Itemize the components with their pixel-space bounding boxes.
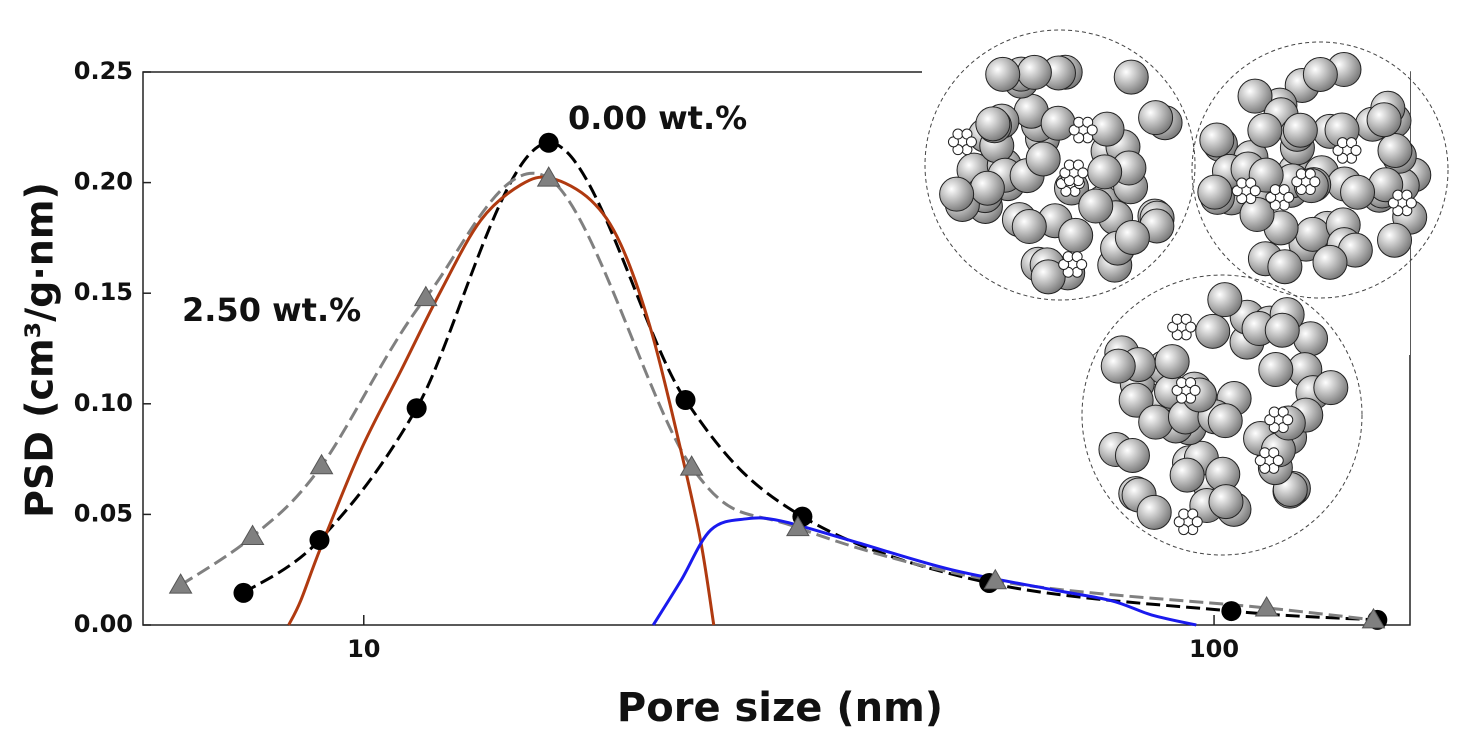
particle (1137, 495, 1171, 529)
y-tick-label: 0.25 (74, 57, 133, 85)
small-particle (1078, 168, 1088, 178)
small-particle (1283, 415, 1293, 425)
x-tick-label: 100 (1189, 635, 1239, 663)
particle (1265, 313, 1299, 347)
series-line (289, 177, 714, 625)
particle (970, 171, 1004, 205)
particle (1283, 113, 1317, 147)
particle (976, 107, 1010, 141)
small-particle (1310, 177, 1320, 187)
particle (1248, 113, 1282, 147)
particle (1155, 345, 1189, 379)
particle (1115, 220, 1149, 254)
particle (1041, 106, 1075, 140)
small-particle (1190, 385, 1200, 395)
y-tick-label: 0.00 (74, 610, 133, 638)
point (309, 530, 329, 550)
particle (1059, 218, 1093, 252)
particle (1367, 103, 1401, 137)
particle (1079, 189, 1113, 223)
y-tick-label: 0.05 (74, 499, 133, 527)
particle (1378, 223, 1412, 257)
y-tick-label: 0.10 (74, 389, 133, 417)
particle (1259, 353, 1293, 387)
small-particle (1077, 259, 1087, 269)
small-particle (1186, 322, 1196, 332)
chart: Pore size (nm) PSD (cm³/g·nm) 0.00 0.05 0.… (0, 0, 1463, 735)
small-particle (966, 137, 976, 147)
inset-illustration (922, 10, 1448, 555)
particle (1012, 210, 1046, 244)
particle (1115, 438, 1149, 472)
particle (1139, 405, 1173, 439)
small-particle (1192, 517, 1202, 527)
particle (1088, 155, 1122, 189)
particle (1114, 60, 1148, 94)
particle (1303, 57, 1337, 91)
particle (1017, 55, 1051, 89)
particle (1314, 371, 1348, 405)
particle (1101, 349, 1135, 383)
point (170, 574, 192, 593)
point (539, 133, 559, 153)
small-particle (1406, 198, 1416, 208)
particle (940, 177, 974, 211)
particle (986, 57, 1020, 91)
point (415, 287, 437, 306)
page: {"chart_data": { "type": "line", "x_labe… (0, 0, 1463, 735)
small-particle (1284, 192, 1294, 202)
particle (1196, 314, 1230, 348)
particle (1139, 101, 1173, 135)
particle (1341, 175, 1375, 209)
series-label: 2.50 wt.% (182, 291, 361, 329)
particle (1268, 250, 1302, 284)
particle (1313, 245, 1347, 279)
small-particle (1351, 145, 1361, 155)
small-particle (1087, 125, 1097, 135)
point (311, 455, 333, 474)
particle (1378, 133, 1412, 167)
particle (1170, 458, 1204, 492)
particle (1208, 404, 1242, 438)
particle (1209, 485, 1243, 519)
series-label: 0.00 wt.% (568, 99, 747, 137)
point (407, 398, 427, 418)
x-axis-label: Pore size (nm) (617, 685, 943, 731)
particle (1198, 175, 1232, 209)
small-particle (1250, 186, 1260, 196)
particle (1208, 283, 1242, 317)
point (676, 390, 696, 410)
x-tick-label: 10 (347, 635, 380, 663)
small-particle (1273, 456, 1283, 466)
y-axis-label: PSD (cm³/g·nm) (18, 182, 62, 518)
point (242, 526, 264, 545)
particle (1026, 142, 1060, 176)
point (1221, 601, 1241, 621)
point (233, 583, 253, 603)
y-tick-label: 0.15 (74, 278, 133, 306)
particle (1200, 123, 1234, 157)
y-tick-label: 0.20 (74, 168, 133, 196)
